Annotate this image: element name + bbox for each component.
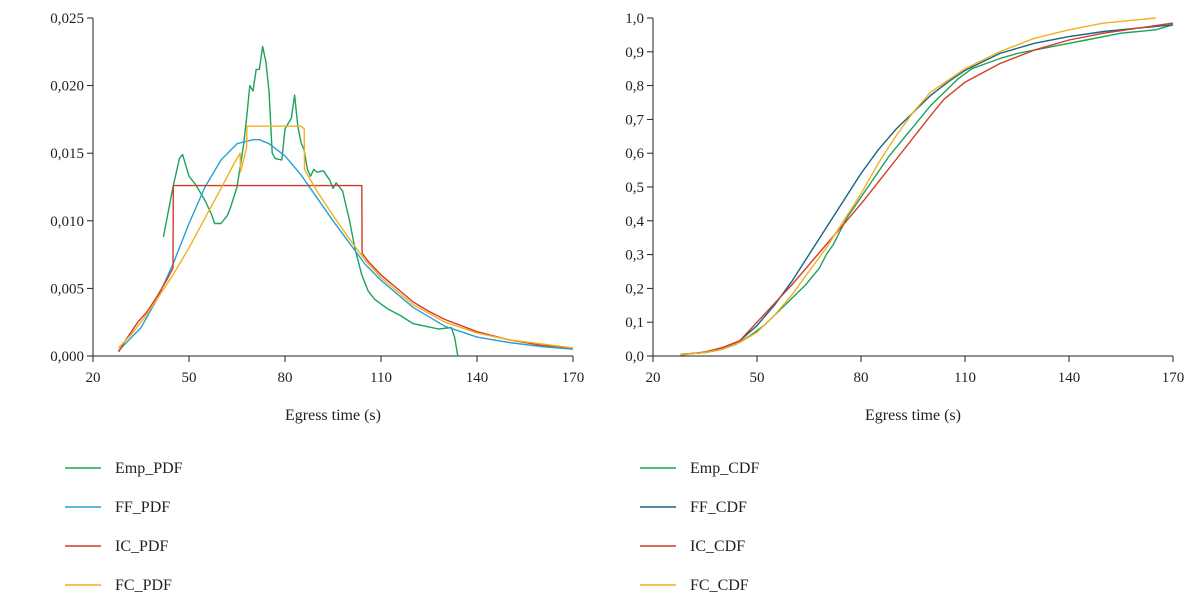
x-tick-label: 140 <box>1058 370 1081 386</box>
y-tick-label: 0,3 <box>625 248 644 264</box>
x-tick-label: 110 <box>954 370 976 386</box>
y-tick-label: 0,000 <box>50 349 84 365</box>
legend-label: Emp_PDF <box>115 460 183 477</box>
legend-label: Emp_CDF <box>690 460 759 477</box>
series-line-ff-pdf <box>118 138 574 352</box>
y-tick-label: 0,020 <box>50 79 84 95</box>
x-tick-label: 50 <box>182 370 197 386</box>
y-tick-label: 0,0 <box>625 349 644 365</box>
y-tick-label: 0,025 <box>50 11 84 27</box>
series-line-fc-cdf <box>680 17 1156 356</box>
x-tick-label: 170 <box>1162 370 1185 386</box>
series-line-ff-cdf <box>680 24 1174 355</box>
legend-label: FF_CDF <box>690 499 747 516</box>
y-tick-label: 1,0 <box>625 11 644 27</box>
pdf-chart: 0,000 0,005 0,010 0,015 0,020 0,025 20 50 80 110 1… <box>50 11 584 594</box>
y-tick-label: 0,015 <box>50 146 84 162</box>
legend-label: FC_PDF <box>115 577 172 594</box>
series-line-emp-pdf <box>162 45 459 357</box>
x-tick-label: 170 <box>562 370 585 386</box>
y-tick-label: 0,1 <box>625 315 644 331</box>
y-tick-label: 0,4 <box>625 214 644 230</box>
y-tick-label: 0,8 <box>625 79 644 95</box>
y-tick-label: 0,5 <box>625 180 644 196</box>
legend-label: FC_CDF <box>690 577 749 594</box>
legend-label: IC_CDF <box>690 538 745 555</box>
series-line-ic-cdf <box>680 22 1174 356</box>
x-tick-label: 80 <box>854 370 869 386</box>
x-tick-label: 50 <box>750 370 765 386</box>
x-axis-label: Egress time (s) <box>285 407 381 424</box>
x-axis-label: Egress time (s) <box>865 407 961 424</box>
x-tick-label: 20 <box>86 370 101 386</box>
y-tick-label: 0,005 <box>50 281 84 297</box>
y-tick-label: 0,2 <box>625 281 644 297</box>
y-tick-label: 0,7 <box>625 112 644 128</box>
x-tick-label: 140 <box>466 370 489 386</box>
y-tick-label: 0,9 <box>625 45 644 61</box>
x-tick-label: 80 <box>278 370 293 386</box>
y-tick-label: 0,010 <box>50 214 84 230</box>
y-tick-label: 0,6 <box>625 146 644 162</box>
legend-label: FF_PDF <box>115 499 170 516</box>
x-tick-label: 110 <box>370 370 392 386</box>
series-line-ic-pdf <box>117 184 574 353</box>
x-tick-label: 20 <box>646 370 661 386</box>
series-line-emp-cdf <box>680 24 1174 355</box>
cdf-chart: 0,0 0,1 0,2 0,3 0,4 0,5 0,6 0,7 0,8 0,9 1,0 20 50 80 1… <box>625 11 1184 594</box>
series-line-fc-pdf <box>118 125 574 349</box>
legend-label: IC_PDF <box>115 538 168 555</box>
